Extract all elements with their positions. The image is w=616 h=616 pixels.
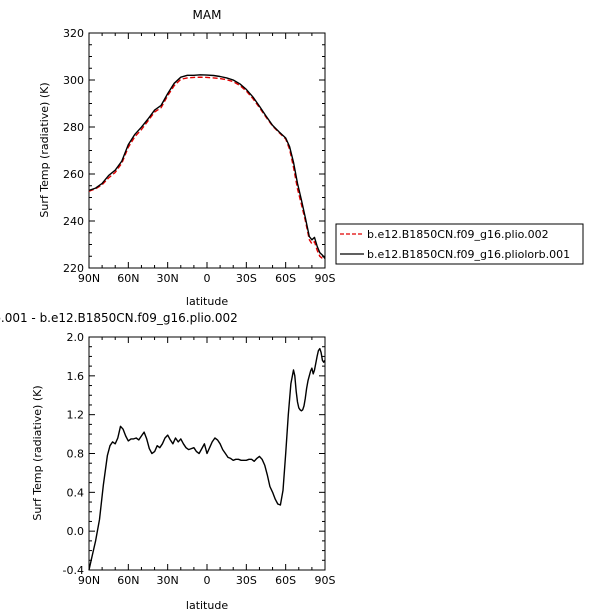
- y-tick-label: 220: [63, 262, 84, 275]
- legend-label-pliolorb: b.e12.B1850CN.f09_g16.pliolorb.001: [367, 248, 570, 261]
- x-tick-label: 60N: [117, 574, 139, 587]
- x-tick-label: 30N: [157, 574, 179, 587]
- x-tick-label: 90N: [78, 272, 100, 285]
- y-tick-label: 0.0: [67, 525, 85, 538]
- y-tick-label: 320: [63, 27, 84, 40]
- top-series-group: [88, 74, 326, 260]
- legend: b.e12.B1850CN.f09_g16.plio.002 b.e12.B18…: [335, 223, 584, 265]
- series-line-0-0: [88, 76, 325, 260]
- top-y-axis-label: Surf Temp (radiative) (K): [38, 82, 51, 217]
- y-tick-label: 260: [63, 168, 84, 181]
- x-tick-label: 90S: [315, 272, 336, 285]
- x-tick-label: 30N: [157, 272, 179, 285]
- x-tick-label: 60N: [117, 272, 139, 285]
- series-line-1-0: [88, 347, 326, 571]
- top-axis-ticks: 90N 60N 30N 0 30S 60S 90S 220 240 260 280 300 320: [63, 27, 336, 285]
- y-tick-label: 0.8: [67, 448, 85, 461]
- legend-label-plio: b.e12.B1850CN.f09_g16.plio.002: [367, 228, 549, 241]
- x-tick-label: 0: [204, 574, 211, 587]
- y-tick-label: 240: [63, 215, 84, 228]
- y-tick-label: 1.2: [67, 409, 85, 422]
- y-tick-label: 280: [63, 121, 84, 134]
- top-plot-frame: [88, 32, 326, 269]
- y-tick-label: -0.4: [63, 564, 84, 577]
- bottom-y-axis-label: Surf Temp (radiative) (K): [31, 385, 44, 520]
- bottom-axis-ticks: 90N 60N 30N 0 30S 60S 90S -0.4 0.0 0.4 0.8 1.2 1.6 2.…: [63, 331, 336, 587]
- x-tick-label: 60S: [275, 272, 296, 285]
- top-panel-title: MAM: [193, 8, 222, 22]
- top-panel: MAM latitude Surf Temp (radiative) (K) 9…: [38, 8, 336, 308]
- x-tick-label: 90S: [315, 574, 336, 587]
- y-tick-label: 2.0: [67, 331, 85, 344]
- bottom-x-axis-label: latitude: [186, 599, 228, 612]
- x-tick-label: 30S: [236, 272, 257, 285]
- x-tick-label: 60S: [275, 574, 296, 587]
- y-tick-label: 300: [63, 74, 84, 87]
- legend-box: [335, 223, 584, 265]
- bottom-series-group: [88, 347, 326, 571]
- series-line-0-1: [88, 74, 326, 260]
- bottom-panel-title: b.e12.B1850CN.f09_g16.pliolorb.001 - b.e…: [0, 311, 238, 325]
- x-tick-label: 30S: [236, 574, 257, 587]
- x-tick-label: 0: [204, 272, 211, 285]
- top-x-axis-label: latitude: [186, 295, 228, 308]
- y-tick-label: 1.6: [67, 370, 85, 383]
- y-tick-label: 0.4: [67, 486, 85, 499]
- x-tick-label: 90N: [78, 574, 100, 587]
- bottom-panel: b.e12.B1850CN.f09_g16.pliolorb.001 - b.e…: [0, 311, 336, 612]
